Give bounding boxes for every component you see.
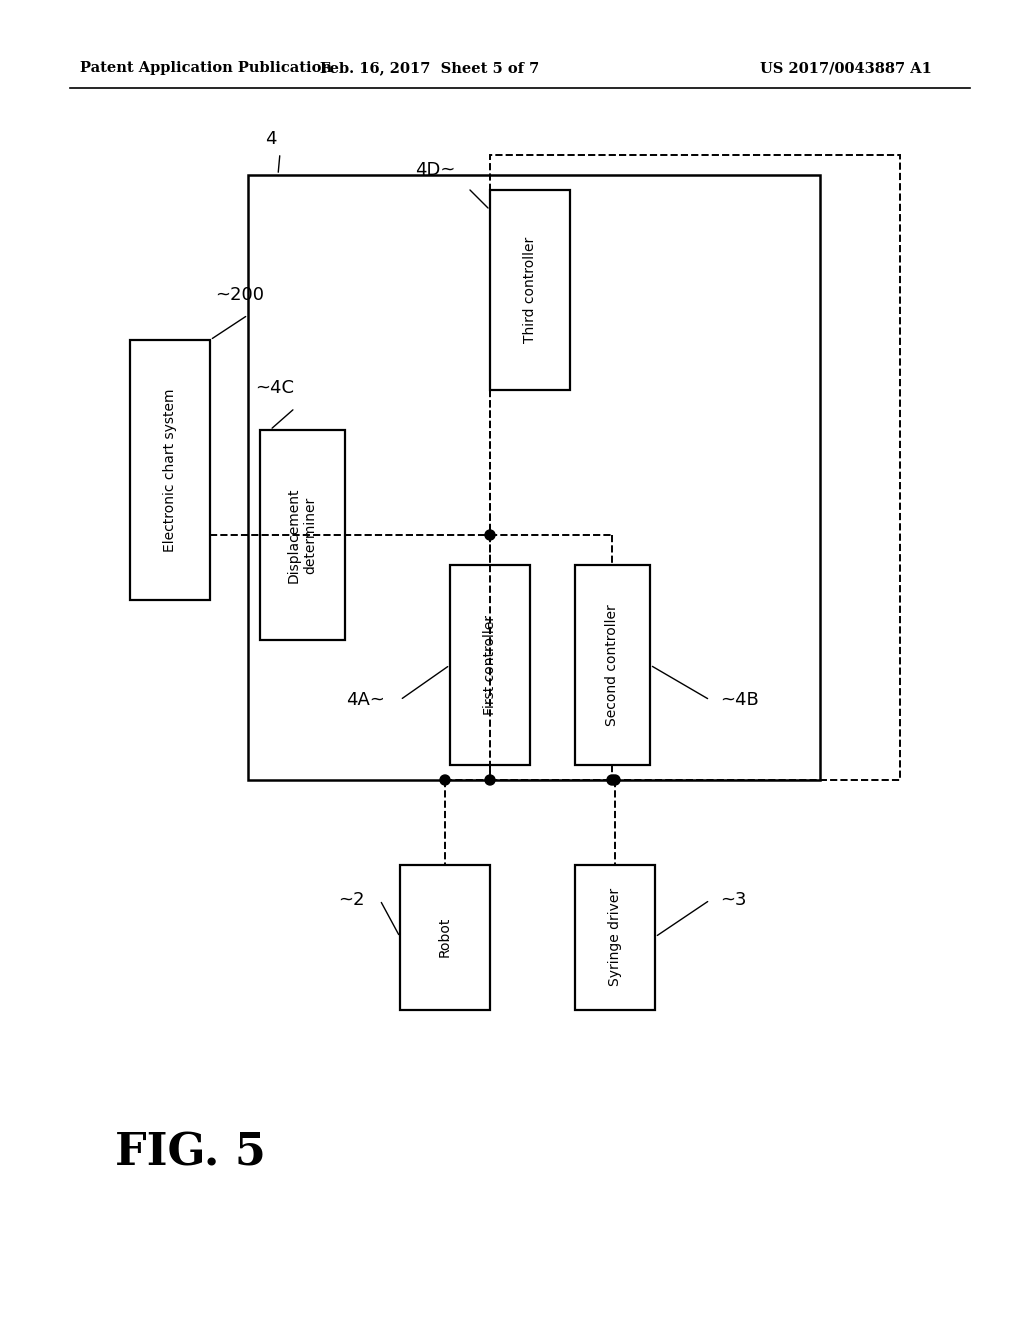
Text: ~2: ~2 [339, 891, 365, 909]
Text: Syringe driver: Syringe driver [608, 888, 622, 986]
Bar [490, 154, 900, 780]
Circle shape [610, 775, 620, 785]
Text: 4A~: 4A~ [346, 690, 385, 709]
Text: ~200: ~200 [215, 286, 264, 304]
Circle shape [485, 531, 495, 540]
Bar [575, 865, 655, 1010]
Bar [575, 565, 650, 766]
Bar [130, 341, 210, 601]
Text: Third controller: Third controller [523, 236, 537, 343]
Bar [260, 430, 345, 640]
Text: Electronic chart system: Electronic chart system [163, 388, 177, 552]
Text: FIG. 5: FIG. 5 [115, 1133, 266, 1175]
Circle shape [485, 775, 495, 785]
Text: Second controller: Second controller [605, 605, 618, 726]
Text: First controller: First controller [483, 615, 497, 715]
Bar [450, 565, 530, 766]
Text: ~4C: ~4C [255, 379, 294, 397]
Text: ~4B: ~4B [720, 690, 759, 709]
Text: ~3: ~3 [720, 891, 746, 909]
Bar [400, 865, 490, 1010]
Text: Feb. 16, 2017  Sheet 5 of 7: Feb. 16, 2017 Sheet 5 of 7 [321, 61, 540, 75]
Circle shape [607, 775, 617, 785]
Text: 4D~: 4D~ [415, 161, 455, 180]
Text: Patent Application Publication: Patent Application Publication [80, 61, 332, 75]
Text: 4: 4 [265, 129, 276, 148]
Text: Robot: Robot [438, 917, 452, 957]
Bar [248, 176, 820, 780]
Text: US 2017/0043887 A1: US 2017/0043887 A1 [760, 61, 932, 75]
Bar [490, 190, 570, 389]
Text: Displacement
determiner: Displacement determiner [287, 487, 317, 582]
Circle shape [440, 775, 450, 785]
